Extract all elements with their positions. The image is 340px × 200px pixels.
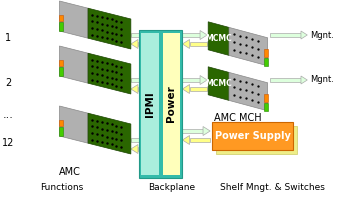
Text: Functions: Functions	[40, 183, 83, 192]
Text: ...: ...	[2, 110, 13, 120]
Bar	[131, 33, 140, 37]
Bar	[138, 147, 147, 151]
Polygon shape	[208, 67, 229, 100]
Polygon shape	[182, 40, 189, 48]
Polygon shape	[208, 22, 229, 55]
Polygon shape	[264, 94, 268, 102]
Text: IPMI: IPMI	[145, 91, 155, 117]
FancyBboxPatch shape	[212, 122, 293, 150]
Text: Power: Power	[167, 86, 176, 122]
Text: AMC: AMC	[58, 167, 80, 177]
Polygon shape	[140, 75, 147, 84]
FancyBboxPatch shape	[216, 126, 298, 154]
Text: Backplane: Backplane	[148, 183, 195, 192]
Text: MCMC: MCMC	[205, 34, 232, 43]
Polygon shape	[229, 27, 268, 66]
Bar	[182, 33, 200, 37]
Polygon shape	[264, 103, 268, 111]
Polygon shape	[264, 58, 268, 66]
Polygon shape	[88, 113, 131, 154]
Polygon shape	[59, 119, 64, 126]
Text: Shelf Mngt. & Switches: Shelf Mngt. & Switches	[220, 183, 325, 192]
Polygon shape	[59, 60, 64, 66]
Bar	[139, 30, 182, 178]
Polygon shape	[131, 84, 138, 94]
Polygon shape	[140, 30, 147, 40]
Bar	[189, 87, 207, 91]
Bar	[189, 138, 210, 142]
Polygon shape	[88, 8, 131, 49]
Text: Power Supply: Power Supply	[215, 131, 291, 141]
Bar	[163, 33, 181, 175]
Polygon shape	[59, 106, 88, 143]
Bar	[131, 138, 140, 142]
Polygon shape	[200, 30, 207, 40]
Text: AMC MCH: AMC MCH	[214, 113, 262, 123]
Polygon shape	[140, 136, 147, 144]
Text: Mgnt.: Mgnt.	[310, 30, 334, 40]
Bar	[270, 33, 301, 37]
Polygon shape	[301, 31, 307, 39]
Polygon shape	[59, 46, 88, 83]
Polygon shape	[59, 22, 64, 31]
Polygon shape	[131, 40, 138, 48]
Polygon shape	[200, 75, 207, 84]
Bar	[189, 42, 207, 46]
Bar	[270, 78, 301, 82]
Text: Mgnt.: Mgnt.	[310, 75, 334, 84]
Bar	[141, 33, 159, 175]
Text: 2: 2	[5, 78, 11, 88]
Polygon shape	[59, 1, 88, 38]
Bar	[131, 78, 140, 82]
Polygon shape	[88, 53, 131, 94]
Polygon shape	[131, 144, 138, 154]
Polygon shape	[229, 72, 268, 111]
Polygon shape	[59, 127, 64, 136]
Polygon shape	[182, 136, 189, 144]
Polygon shape	[264, 49, 268, 57]
Bar	[182, 129, 203, 133]
Polygon shape	[301, 76, 307, 84]
Bar	[182, 78, 200, 82]
Polygon shape	[182, 84, 189, 94]
Polygon shape	[59, 15, 64, 21]
Text: 1: 1	[5, 33, 11, 43]
Bar	[138, 42, 147, 46]
Text: 12: 12	[2, 138, 14, 148]
Bar	[138, 87, 147, 91]
Polygon shape	[203, 127, 210, 136]
Polygon shape	[59, 67, 64, 76]
Text: MCMC: MCMC	[205, 79, 232, 88]
